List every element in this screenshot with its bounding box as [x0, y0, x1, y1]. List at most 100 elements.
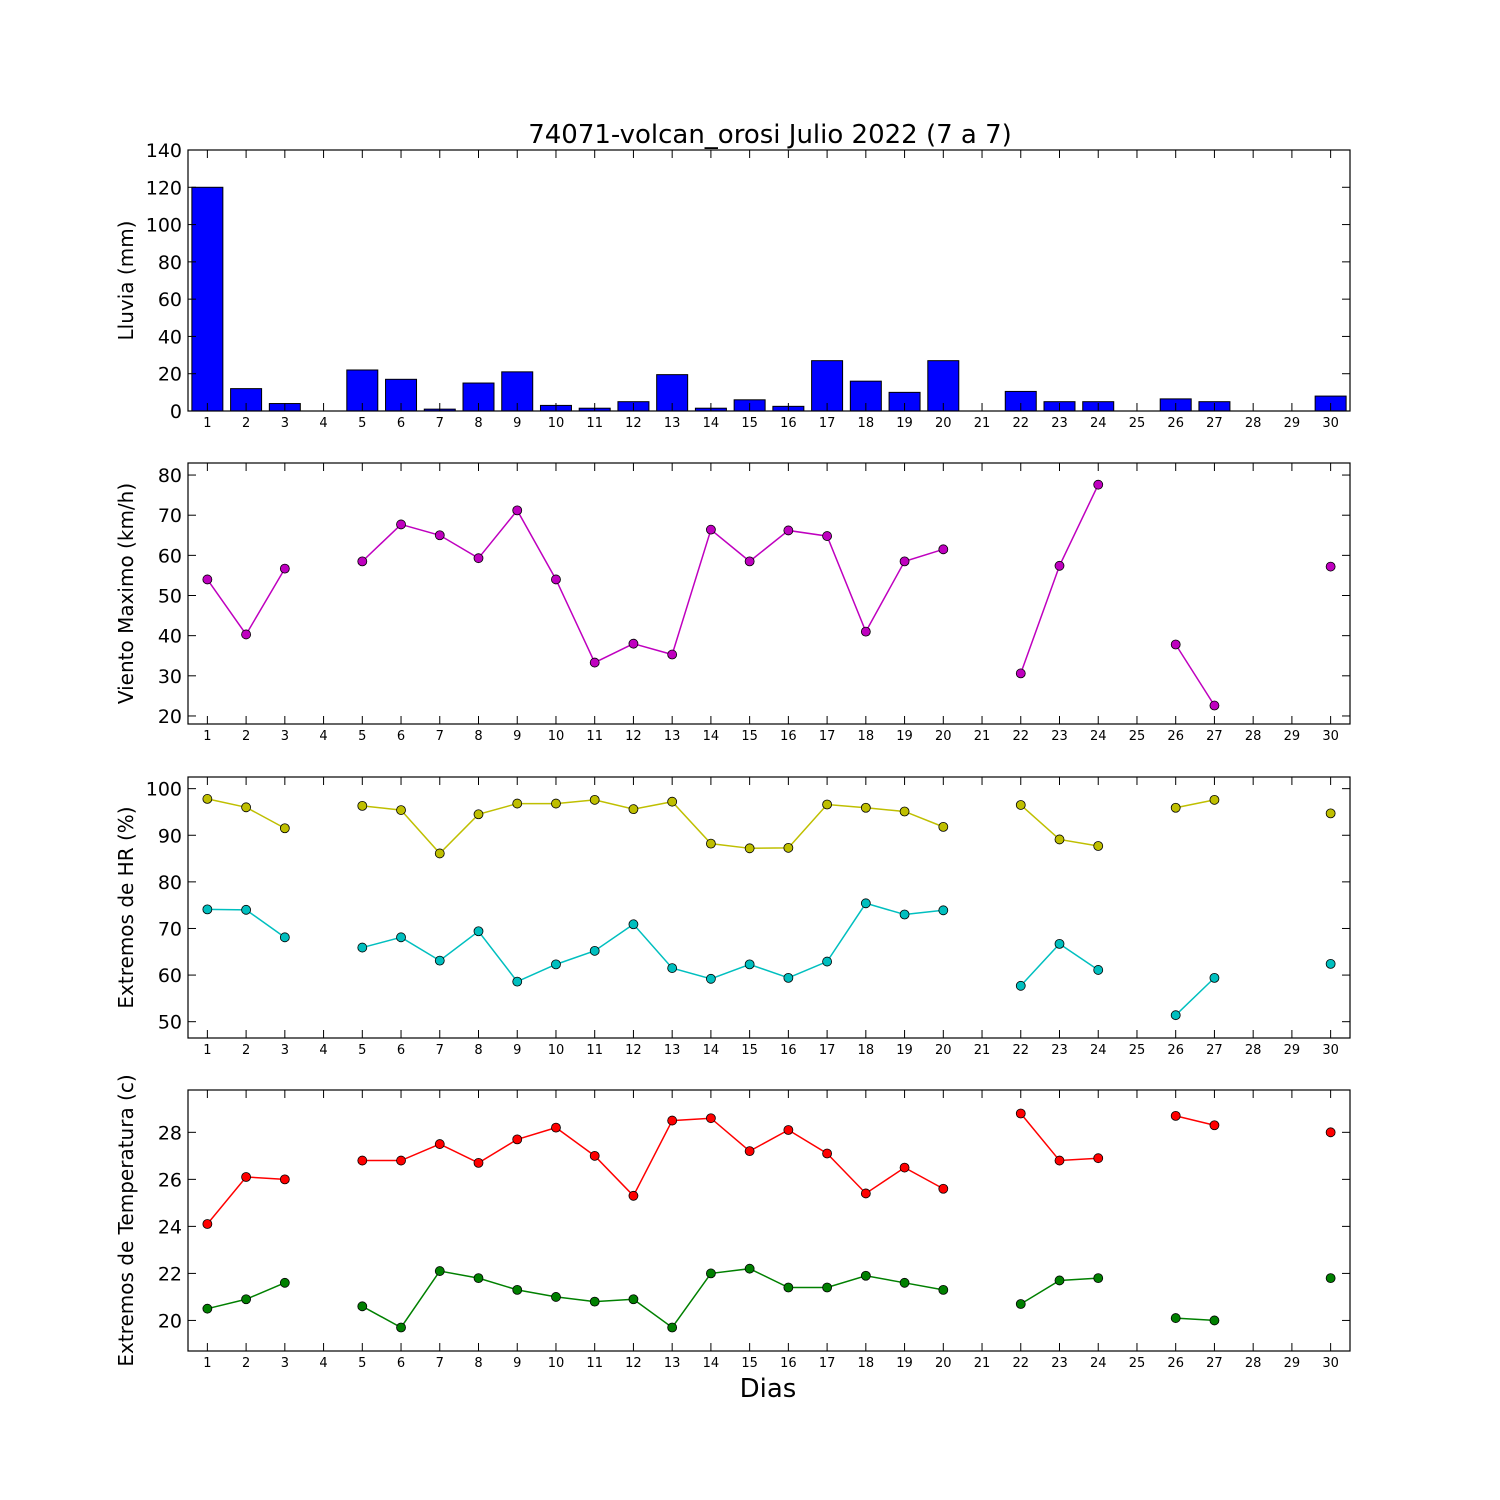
point-hr_min-day-20	[938, 905, 949, 916]
x-tick-label: 6	[397, 416, 405, 431]
x-tick-label: 14	[703, 1043, 720, 1058]
x-tick-label: 2	[242, 1356, 250, 1371]
series-line-wind	[1175, 644, 1216, 706]
point-temp_min-day-13	[667, 1322, 678, 1333]
x-tick-label: 7	[436, 416, 444, 431]
x-tick-label: 10	[548, 1356, 565, 1371]
x-tick-label: 15	[741, 1043, 758, 1058]
x-tick-label: 9	[513, 1043, 521, 1058]
series-line-hr_max	[362, 799, 944, 855]
point-hr_max-day-6	[396, 805, 406, 815]
x-tick-label: 11	[586, 416, 603, 431]
y-tick-label: 20	[158, 364, 182, 386]
point-temp_max-day-24	[1093, 1153, 1104, 1164]
x-tick-label: 1	[203, 1043, 211, 1058]
point-temp_max-day-1	[202, 1219, 213, 1229]
x-tick-label: 13	[664, 1043, 681, 1058]
point-hr_min-day-16	[783, 972, 794, 983]
point-wind-day-18	[860, 626, 871, 637]
y-tick-label: 60	[158, 289, 182, 311]
y-tick-label: 50	[158, 586, 182, 608]
point-hr_max-day-1	[202, 794, 213, 804]
x-tick-label: 9	[513, 729, 521, 744]
x-tick-label: 8	[474, 729, 482, 744]
point-hr_max-day-5	[357, 800, 368, 811]
point-wind-day-7	[434, 530, 445, 541]
point-wind-day-17	[822, 531, 832, 541]
point-temp_min-day-27	[1209, 1315, 1220, 1326]
x-tick-label: 27	[1206, 1043, 1223, 1058]
x-tick-label: 21	[974, 1356, 991, 1371]
point-hr_min-day-22	[1015, 980, 1026, 991]
y-axis-label-wind: Viento Maximo (km/h)	[114, 483, 138, 704]
x-tick-label: 30	[1322, 416, 1339, 431]
point-wind-day-23	[1054, 560, 1065, 571]
point-temp_min-day-14	[706, 1268, 716, 1279]
x-tick-label: 17	[819, 1043, 836, 1058]
x-tick-label: 9	[513, 416, 521, 431]
point-temp_min-day-23	[1054, 1275, 1065, 1286]
x-tick-label: 18	[858, 1356, 875, 1371]
point-hr_max-day-16	[783, 842, 794, 853]
point-hr_min-day-26	[1170, 1010, 1181, 1021]
x-tick-label: 24	[1090, 416, 1107, 431]
point-temp_min-day-7	[434, 1266, 445, 1276]
point-hr_min-day-11	[589, 945, 600, 956]
y-tick-label: 80	[158, 872, 182, 894]
axes-frame-hr	[187, 776, 1351, 1039]
point-temp_min-day-17	[822, 1282, 832, 1293]
axes-frame-rain	[187, 149, 1351, 412]
x-tick-label: 23	[1051, 416, 1068, 431]
x-tick-label: 23	[1051, 729, 1068, 744]
point-temp_max-day-7	[434, 1139, 445, 1149]
y-tick-label: 100	[146, 779, 182, 801]
x-tick-label: 29	[1284, 416, 1301, 431]
point-hr_min-day-13	[667, 963, 678, 973]
point-wind-day-14	[706, 524, 716, 535]
x-tick-label: 28	[1245, 416, 1262, 431]
point-hr_max-day-30	[1325, 808, 1336, 819]
point-wind-day-20	[938, 544, 949, 555]
point-hr_min-day-18	[860, 898, 871, 909]
point-hr_max-day-14	[706, 838, 716, 849]
x-tick-label: 28	[1245, 1356, 1262, 1371]
x-tick-label: 7	[436, 1356, 444, 1371]
x-tick-label: 4	[319, 1356, 327, 1371]
y-tick-label: 20	[158, 706, 182, 728]
point-temp_max-day-20	[938, 1183, 949, 1194]
x-tick-label: 17	[819, 416, 836, 431]
y-tick-label: 70	[158, 918, 182, 940]
point-wind-day-10	[551, 574, 561, 585]
point-temp_max-day-6	[396, 1155, 406, 1166]
x-tick-label: 25	[1129, 729, 1146, 744]
point-hr_min-day-14	[706, 973, 716, 984]
point-temp_min-day-20	[938, 1284, 949, 1295]
x-tick-label: 6	[397, 1043, 405, 1058]
x-tick-label: 2	[242, 416, 250, 431]
point-hr_max-day-23	[1054, 834, 1065, 845]
x-tick-label: 13	[664, 416, 681, 431]
x-tick-label: 20	[935, 1043, 952, 1058]
x-tick-label: 30	[1322, 1356, 1339, 1371]
x-tick-label: 19	[896, 729, 913, 744]
point-temp_min-day-2	[241, 1294, 252, 1305]
x-tick-label: 8	[474, 416, 482, 431]
point-hr_min-day-24	[1093, 965, 1104, 975]
x-tick-label: 14	[703, 416, 720, 431]
x-tick-label: 2	[242, 729, 250, 744]
y-tick-label: 80	[158, 465, 182, 487]
point-hr_min-day-2	[241, 904, 252, 915]
point-temp_min-day-6	[396, 1322, 406, 1333]
x-tick-label: 4	[319, 1043, 327, 1058]
x-tick-label: 18	[858, 729, 875, 744]
point-temp_max-day-9	[512, 1134, 523, 1145]
point-wind-day-13	[667, 649, 678, 660]
x-axis-label: Dias	[740, 1374, 797, 1404]
y-axis-label-hr: Extremos de HR (%)	[114, 806, 138, 1008]
point-hr_max-day-22	[1015, 800, 1026, 810]
point-hr_min-day-5	[357, 942, 368, 953]
x-tick-label: 22	[1012, 729, 1029, 744]
